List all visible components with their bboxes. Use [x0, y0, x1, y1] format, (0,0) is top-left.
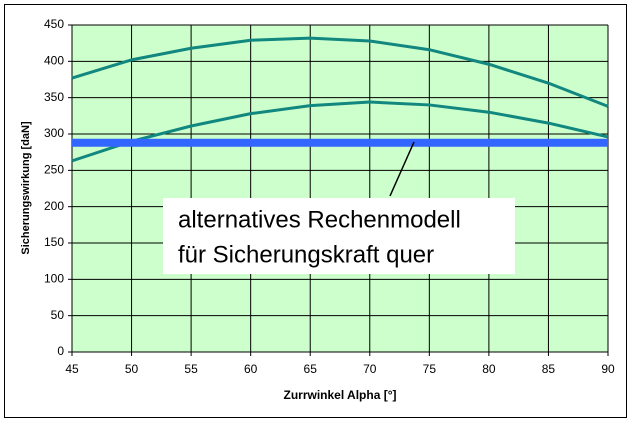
- y-tick-label: 0: [57, 344, 64, 358]
- y-tick-label: 450: [44, 17, 64, 31]
- x-tick-label: 65: [304, 362, 318, 376]
- series-line: [71, 100, 609, 163]
- x-tick-label: 75: [423, 362, 437, 376]
- x-tick-label: 55: [184, 362, 198, 376]
- y-tick-label: 350: [44, 90, 64, 104]
- y-tick-label: 100: [44, 272, 64, 286]
- series-line: [71, 36, 609, 108]
- y-tick-label: 50: [51, 308, 65, 322]
- x-axis-title: Zurrwinkel Alpha [°]: [283, 388, 396, 402]
- annotation-text: alternatives Rechenmodell: [178, 206, 461, 233]
- x-tick-label: 90: [601, 362, 615, 376]
- y-tick-label: 400: [44, 54, 64, 68]
- annotation-box: [163, 198, 515, 274]
- x-tick-label: 70: [363, 362, 377, 376]
- x-tick-label: 80: [482, 362, 496, 376]
- y-axis-title: Sicherungswirkung [daN]: [20, 121, 32, 255]
- x-tick-label: 60: [244, 362, 258, 376]
- annotation-arrow: [389, 141, 415, 197]
- y-tick-label: 200: [44, 199, 64, 213]
- y-tick-label: 300: [44, 126, 64, 140]
- x-tick-label: 45: [65, 362, 79, 376]
- annotation-text: für Sicherungskraft quer: [178, 241, 434, 268]
- y-tick-label: 250: [44, 163, 64, 177]
- x-tick-label: 85: [542, 362, 556, 376]
- plot-area: [72, 25, 608, 352]
- x-tick-label: 50: [125, 362, 139, 376]
- y-tick-label: 150: [44, 235, 64, 249]
